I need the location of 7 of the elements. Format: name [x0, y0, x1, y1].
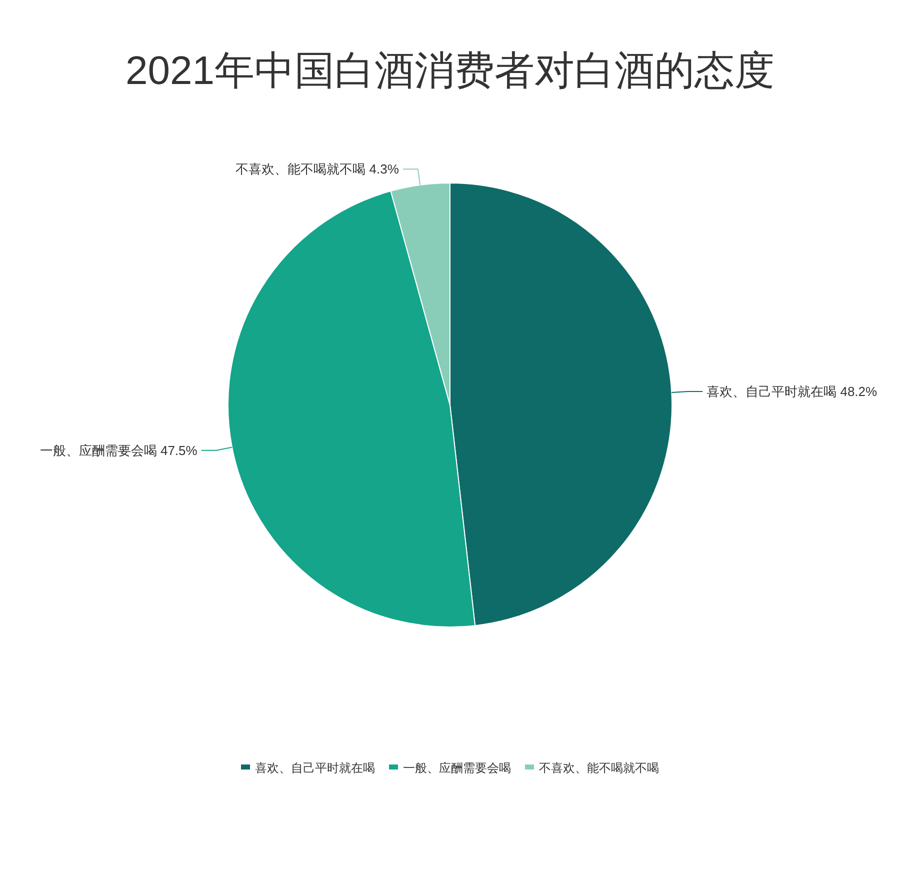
legend-label: 不喜欢、能不喝就不喝 [539, 761, 659, 775]
category-label: 不喜欢、能不喝就不喝 4.3% [236, 162, 399, 177]
legend-label: 喜欢、自己平时就在喝 [255, 761, 375, 775]
legend-label: 一般、应酬需要会喝 [403, 761, 511, 775]
category-label: 喜欢、自己平时就在喝 48.2% [706, 384, 878, 400]
category-label: 一般、应酬需要会喝 47.5% [40, 442, 198, 458]
chart-title: 2021年中国白酒消费者对白酒的态度 [126, 49, 774, 93]
